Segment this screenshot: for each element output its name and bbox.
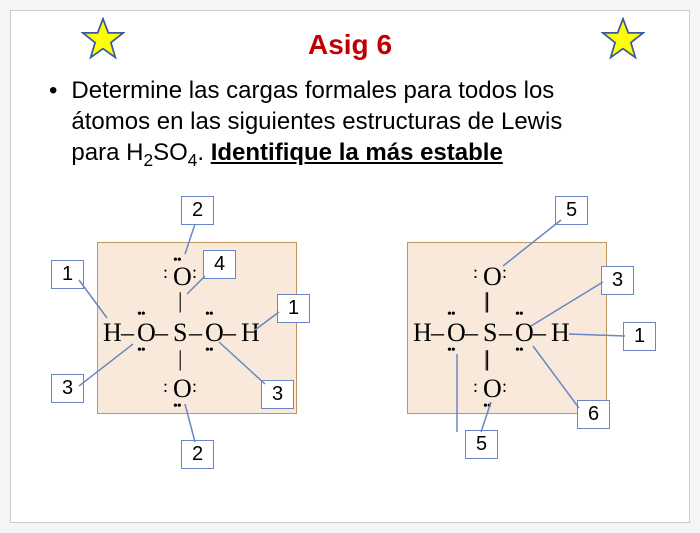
structure-right: H – •• O •• – S – •• O •• – H || : O : |… [365, 186, 645, 466]
pointers [365, 186, 655, 476]
page-title: Asig 6 [39, 29, 661, 61]
q-line2: átomos en las siguientes estructuras de … [71, 108, 562, 135]
slide: Asig 6 • Determine las cargas formales p… [10, 10, 690, 523]
q-line3b: SO [153, 139, 188, 166]
q-emph: Identifique la más estable [211, 139, 503, 166]
q-line1: Determine las cargas formales para todos… [71, 77, 554, 104]
q-line3a: para H [71, 139, 143, 166]
question-text: Determine las cargas formales para todos… [71, 75, 562, 172]
bullet-dot: • [49, 77, 57, 172]
title-text: Asig 6 [308, 29, 392, 60]
pointers [55, 186, 335, 476]
question-block: • Determine las cargas formales para tod… [39, 75, 661, 172]
q-sub2: 4 [188, 150, 198, 170]
diagrams-area: H – •• O •• – S – •• O •• – H | •• : O :… [39, 186, 661, 476]
structure-left: H – •• O •• – S – •• O •• – H | •• : O :… [55, 186, 335, 466]
q-line3c: . [197, 139, 210, 166]
q-sub1: 2 [143, 150, 153, 170]
